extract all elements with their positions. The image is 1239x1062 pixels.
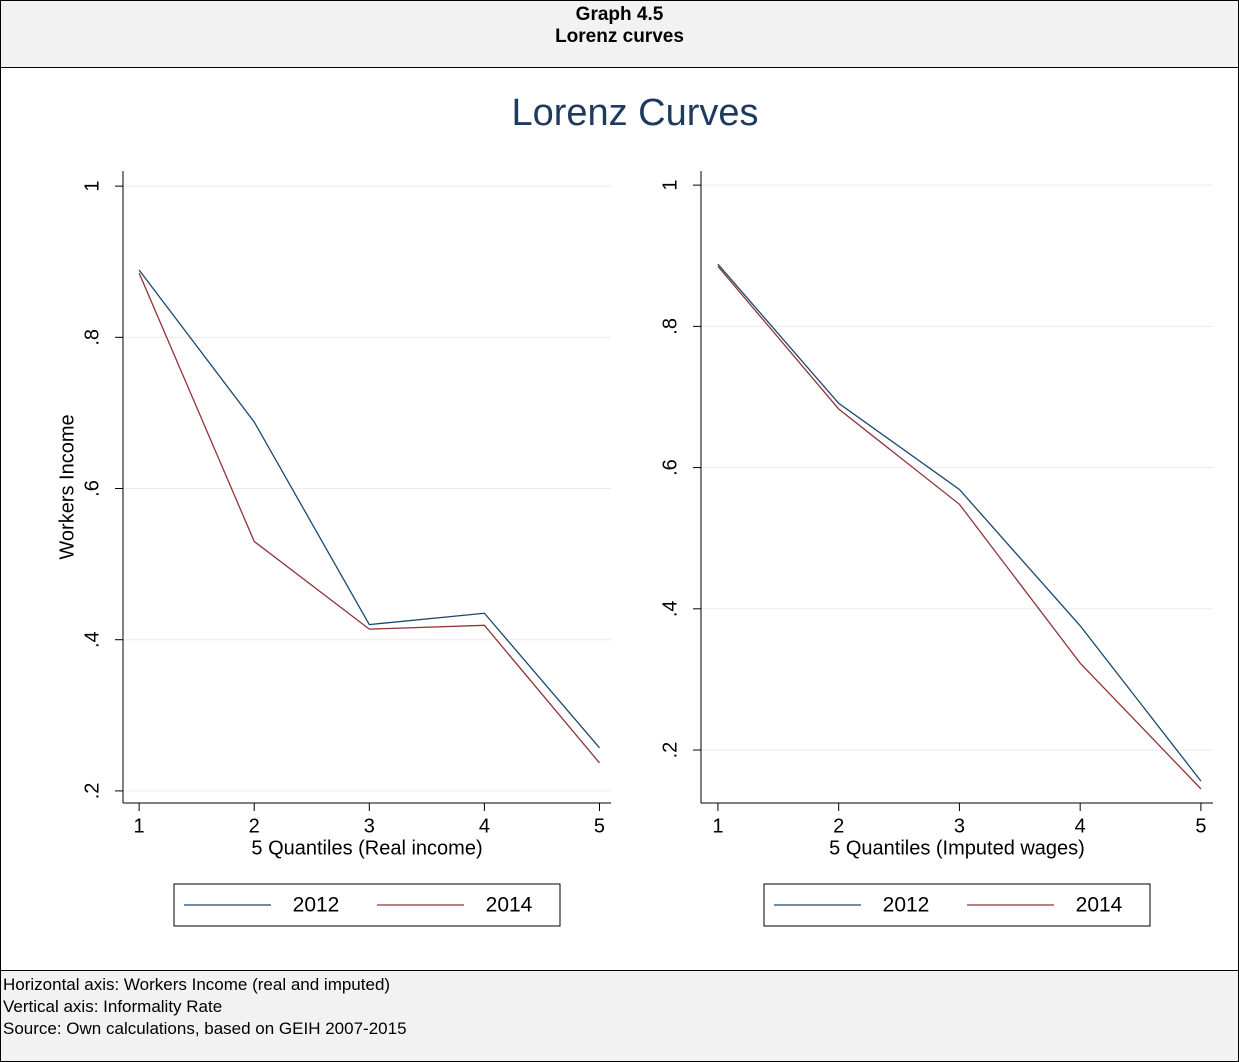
graph-title: Lorenz curves xyxy=(555,26,684,47)
y-tick-label: .8 xyxy=(659,318,681,335)
graph-number: Graph 4.5 xyxy=(575,4,664,25)
x-tick-label: 3 xyxy=(954,815,965,837)
line-series xyxy=(138,269,600,749)
y-tick-label: .2 xyxy=(659,742,681,759)
legend-label: 2012 xyxy=(293,894,340,917)
legend-label: 2014 xyxy=(486,894,533,917)
y-tick-label: 1 xyxy=(81,181,103,192)
y-tick-label: .6 xyxy=(81,480,103,497)
y-axis-label: Workers Income xyxy=(56,414,78,559)
y-tick-label: 1 xyxy=(659,180,681,191)
line-series xyxy=(138,272,600,764)
line-series xyxy=(717,263,1202,782)
y-tick-label: .2 xyxy=(81,783,103,800)
y-tick-label: .8 xyxy=(81,329,103,346)
y-tick-label: .6 xyxy=(659,459,681,476)
x-tick-label: 4 xyxy=(479,815,490,837)
x-tick-label: 5 xyxy=(1195,815,1206,837)
x-axis-label: 5 Quantiles (Real income) xyxy=(251,837,482,859)
notes: Horizontal axis: Workers Income (real an… xyxy=(1,970,1238,1061)
note: Vertical axis: Informality Rate xyxy=(3,997,223,1016)
line-series xyxy=(717,265,1202,790)
x-tick-label: 2 xyxy=(833,815,844,837)
legend-label: 2014 xyxy=(1076,894,1123,917)
x-tick-label: 1 xyxy=(712,815,723,837)
figure-title: Lorenz Curves xyxy=(511,92,758,134)
y-tick-label: .4 xyxy=(659,600,681,617)
x-tick-label: 5 xyxy=(594,815,605,837)
x-tick-label: 3 xyxy=(364,815,375,837)
x-tick-label: 1 xyxy=(134,815,145,837)
note: Horizontal axis: Workers Income (real an… xyxy=(3,975,391,994)
header: Graph 4.5 Lorenz curves xyxy=(1,1,1238,68)
x-tick-label: 2 xyxy=(249,815,260,837)
x-tick-label: 4 xyxy=(1075,815,1086,837)
legend-label: 2012 xyxy=(883,894,930,917)
note: Source: Own calculations, based on GEIH … xyxy=(3,1019,407,1038)
figure: Lorenz Curves .2 .4 .6 .8 1 1 2 3 4 5 5 Quantiles … xyxy=(56,92,1213,927)
x-axis-label: 5 Quantiles (Imputed wages) xyxy=(829,837,1085,859)
y-tick-label: .4 xyxy=(81,631,103,648)
